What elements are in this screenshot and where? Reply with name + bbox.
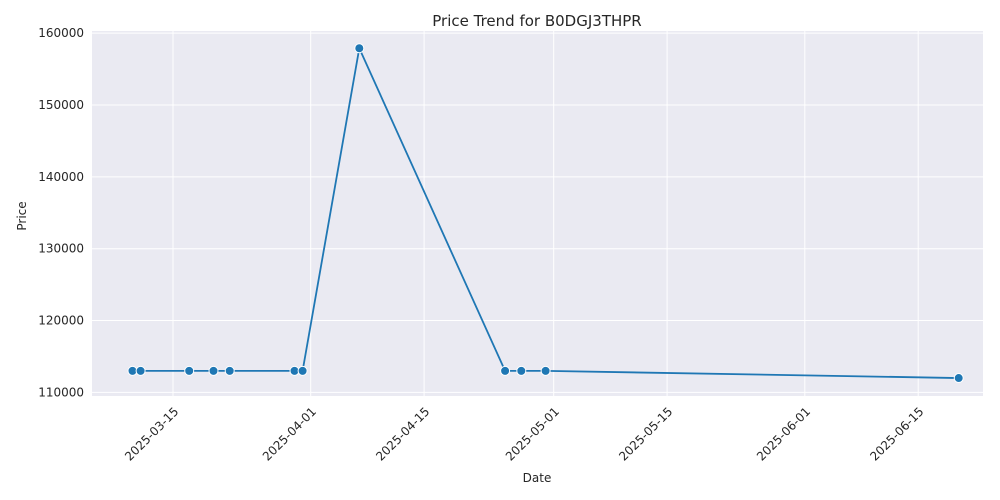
y-tick-label: 140000 — [38, 170, 84, 184]
x-tick-label: 2025-05-01 — [503, 404, 562, 463]
y-tick-label: 160000 — [38, 26, 84, 40]
price-point[interactable] — [354, 43, 365, 54]
price-point[interactable] — [516, 365, 527, 376]
y-axis-label: Price — [15, 201, 29, 230]
price-point[interactable] — [208, 365, 219, 376]
y-tick-label: 150000 — [38, 98, 84, 112]
x-axis-label: Date — [523, 471, 552, 485]
grid-lines — [92, 31, 983, 396]
x-tick-label: 2025-06-15 — [867, 404, 926, 463]
price-point[interactable] — [540, 365, 551, 376]
chart-title: Price Trend for B0DGJ3THPR — [432, 12, 641, 30]
x-tick-label: 2025-04-15 — [373, 404, 432, 463]
x-tick-label: 2025-05-15 — [616, 404, 675, 463]
y-tick-label: 130000 — [38, 242, 84, 256]
x-tick-label: 2025-06-01 — [754, 404, 813, 463]
price-point[interactable] — [953, 373, 964, 384]
price-point[interactable] — [224, 365, 235, 376]
x-tick-label: 2025-03-15 — [122, 404, 181, 463]
price-point[interactable] — [500, 365, 511, 376]
points-layer — [127, 43, 964, 384]
y-tick-label: 110000 — [38, 385, 84, 399]
x-tick-label: 2025-04-01 — [260, 404, 319, 463]
price-point[interactable] — [135, 365, 146, 376]
price-point[interactable] — [297, 365, 308, 376]
plot-area — [92, 31, 983, 396]
price-point[interactable] — [184, 365, 195, 376]
y-tick-label: 120000 — [38, 314, 84, 328]
